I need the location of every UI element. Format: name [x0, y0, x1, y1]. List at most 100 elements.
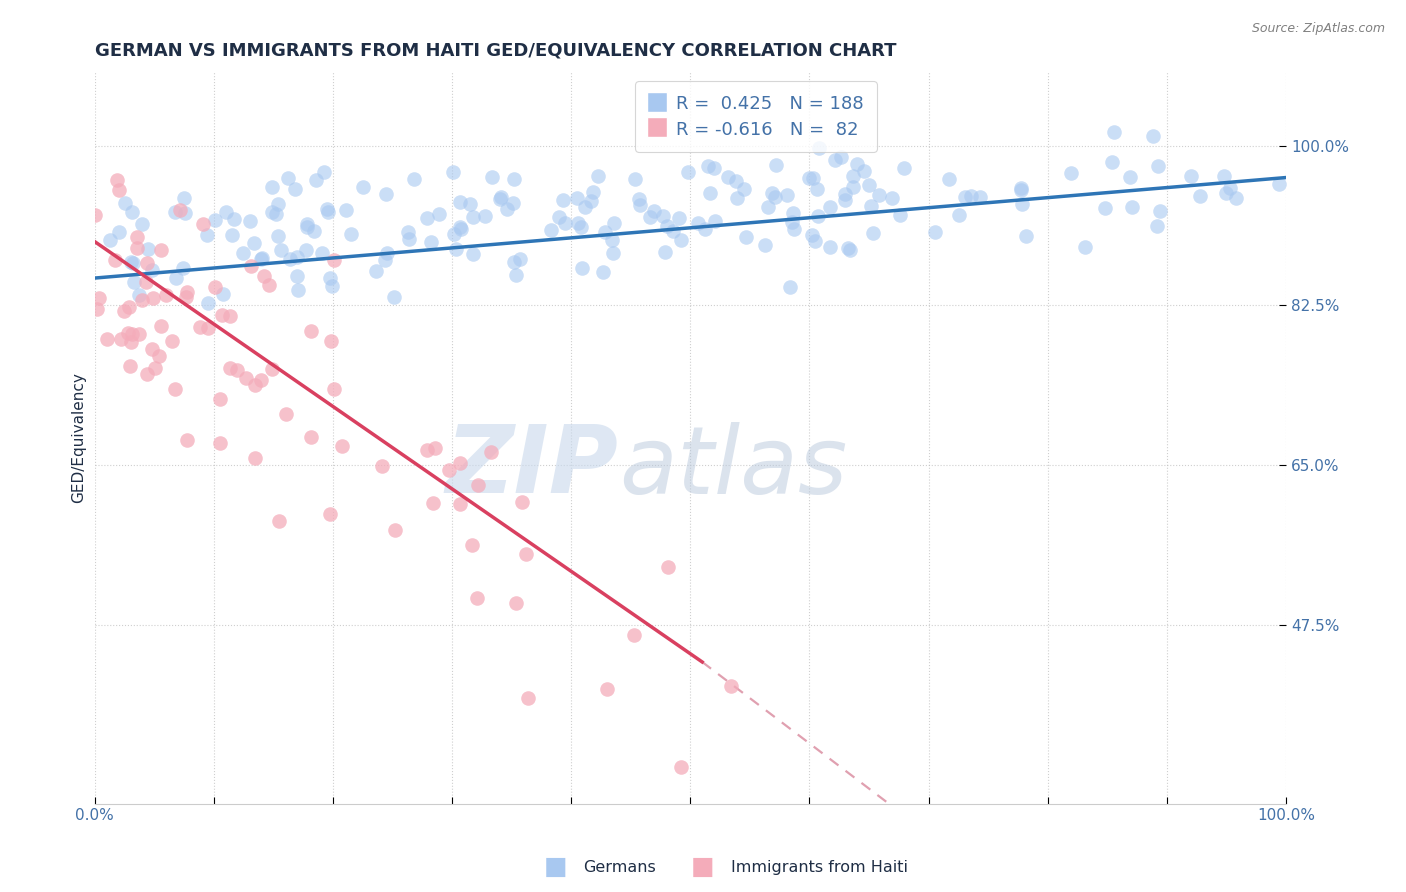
Point [104, 252, 127, 267]
Point [197, 227, 219, 242]
Point [145, 360, 167, 375]
Point [221, 228, 243, 243]
Point [586, 169, 609, 184]
Point [295, 243, 318, 257]
Point [724, 174, 747, 188]
Point [807, 141, 830, 155]
Point [321, 279, 343, 293]
Point [416, 211, 439, 225]
Point [889, 208, 911, 222]
Point [422, 496, 444, 510]
Point [1011, 183, 1033, 197]
Y-axis label: GED/Equivalency: GED/Equivalency [72, 373, 86, 503]
Point [295, 220, 318, 235]
Point [969, 190, 991, 204]
Point [240, 260, 263, 274]
Text: GERMAN VS IMMIGRANTS FROM HAITI GED/EQUIVALENCY CORRELATION CHART: GERMAN VS IMMIGRANTS FROM HAITI GED/EQUI… [94, 42, 896, 60]
Point [155, 288, 177, 302]
Point [249, 252, 271, 266]
Point [330, 439, 353, 453]
Point [1101, 155, 1123, 169]
Point [654, 245, 676, 260]
Point [285, 268, 308, 283]
Point [1188, 189, 1211, 203]
Point [96, 332, 118, 346]
Point [547, 210, 569, 224]
Point [515, 548, 537, 562]
Point [245, 451, 267, 466]
Point [797, 171, 820, 186]
Point [299, 325, 322, 339]
Point [278, 252, 301, 266]
Point [374, 253, 396, 268]
Point [141, 342, 163, 356]
Point [450, 221, 472, 235]
Point [235, 371, 257, 385]
Point [398, 232, 420, 246]
Point [602, 245, 624, 260]
Point [131, 293, 153, 307]
Point [1212, 169, 1234, 183]
Point [783, 222, 806, 236]
Point [830, 151, 852, 165]
Point [754, 238, 776, 252]
Point [806, 182, 828, 196]
Point [319, 270, 342, 285]
Point [756, 201, 779, 215]
Point [893, 161, 915, 175]
Point [1219, 181, 1241, 195]
Point [136, 243, 159, 257]
Point [800, 228, 823, 243]
Point [172, 261, 194, 276]
Point [502, 255, 524, 269]
Point [624, 172, 647, 186]
Point [1121, 200, 1143, 214]
Point [842, 169, 865, 183]
Point [150, 243, 173, 257]
Point [763, 189, 786, 203]
Point [1011, 197, 1033, 211]
Point [441, 165, 464, 179]
Point [322, 253, 344, 268]
Point [267, 229, 290, 244]
Point [311, 246, 333, 260]
Point [142, 291, 165, 305]
Point [226, 363, 249, 377]
Point [846, 157, 869, 171]
Point [264, 207, 287, 221]
Point [416, 442, 439, 457]
Point [882, 191, 904, 205]
Point [384, 290, 406, 304]
Point [423, 441, 446, 455]
Point [250, 251, 273, 265]
Point [218, 361, 240, 376]
Point [449, 194, 471, 209]
Point [834, 193, 856, 207]
Point [375, 245, 398, 260]
Point [775, 187, 797, 202]
Point [554, 216, 576, 230]
Point [818, 200, 841, 214]
Point [509, 252, 531, 266]
Point [87, 291, 110, 305]
Point [112, 304, 135, 318]
Point [108, 183, 131, 197]
Point [211, 286, 233, 301]
Point [1102, 125, 1125, 139]
Point [374, 186, 396, 201]
Point [125, 241, 148, 255]
Point [1267, 178, 1289, 192]
Point [1142, 128, 1164, 143]
Point [592, 264, 614, 278]
Point [404, 172, 426, 186]
Point [858, 178, 880, 192]
Point [803, 235, 825, 249]
Point [135, 275, 157, 289]
Point [98, 233, 121, 247]
Point [496, 202, 519, 216]
Point [801, 171, 824, 186]
Point [269, 514, 291, 528]
Point [643, 204, 665, 219]
Point [163, 205, 186, 219]
Point [657, 219, 679, 233]
